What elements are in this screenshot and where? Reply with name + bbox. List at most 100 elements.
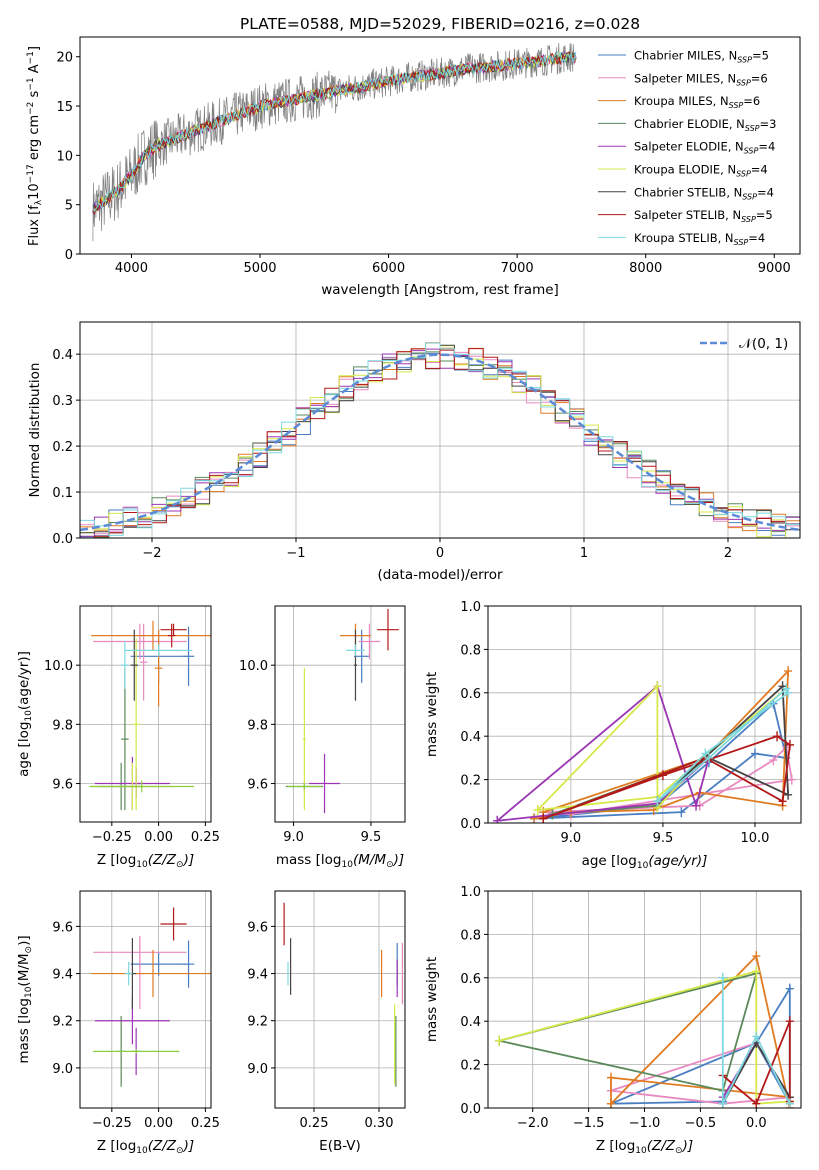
- xtick-label: 0.00: [144, 1116, 173, 1131]
- ytick-label: 0.4: [460, 730, 481, 745]
- ytick-label: 0.6: [460, 972, 481, 987]
- ytick-label: 0.2: [460, 1059, 481, 1074]
- ytick-label: 9.2: [247, 1015, 268, 1030]
- spectrum-lines: [92, 43, 577, 242]
- ytick-label: 0.4: [460, 1015, 481, 1030]
- xtick-label: 0.0: [746, 1116, 767, 1131]
- ytick-label: 9.8: [52, 718, 73, 733]
- spectrum-xtick-label: 5000: [243, 261, 276, 276]
- axis-xlabel: Z [log10(Z/Z⊙)]: [97, 852, 194, 870]
- plot-area: [495, 951, 794, 1108]
- residual-legend: 𝒩(0, 1): [700, 336, 788, 352]
- spectrum-ytick-label: 5: [65, 199, 73, 214]
- weight-marker: [752, 966, 761, 977]
- plot-area: [91, 907, 211, 1087]
- parameter-panels: −0.25 0.00 0.25 9.6 9.8 10.0 Z [log10(Z/Z⊙)] ag…: [16, 600, 802, 1156]
- ytick-label: 9.4: [247, 968, 268, 983]
- residual-panel: −2 −1 0 1 2 0.0 0.1 0.2 0.3 0.4 (data-model)/err…: [27, 321, 801, 583]
- weight-marker: [773, 731, 782, 742]
- panel-frame: [274, 890, 406, 1109]
- residual-ytick-label: 0.2: [52, 440, 73, 455]
- residual-histograms: [80, 342, 800, 538]
- spectrum-data-line: [92, 43, 577, 242]
- ytick-label: 0.8: [460, 643, 481, 658]
- panel-frame: [274, 605, 406, 823]
- ytick-label: 9.8: [247, 718, 268, 733]
- weight-marker: [692, 800, 701, 811]
- spectrum-panel: PLATE=0588, MJD=52029, FIBERID=0216, z=0…: [26, 15, 801, 298]
- xtick-label: 9.5: [361, 830, 382, 845]
- xtick-label: −0.25: [92, 1116, 132, 1131]
- plot-area: [493, 666, 796, 823]
- weight-marker: [784, 687, 793, 698]
- ytick-label: 10.0: [239, 659, 268, 674]
- weight-marker: [718, 972, 727, 983]
- weight-marker: [784, 789, 793, 800]
- spectrum-xtick-label: 9000: [758, 261, 791, 276]
- weight-vs-age-panel: 9.0 9.5 10.0 0.0 0.2 0.4 0.6 0.8 1.0 age [log10(a…: [424, 600, 802, 871]
- spectrum-model-line: [92, 51, 577, 213]
- mass-vs-extinction-panel: 0.25 0.30 9.0 9.2 9.4 9.6 E(B-V): [247, 890, 406, 1154]
- ytick-label: 9.6: [247, 778, 268, 793]
- axis-xlabel: mass [log10(M/M⊙)]: [276, 852, 404, 870]
- xtick-label: −1.5: [573, 1116, 605, 1131]
- weight-marker: [785, 739, 794, 750]
- ytick-label: 0.0: [460, 817, 481, 832]
- panel-frame: [487, 605, 802, 824]
- xtick-label: −1.0: [629, 1116, 661, 1131]
- spectrum-ytick-label: 15: [56, 100, 73, 115]
- ytick-label: 0.6: [460, 687, 481, 702]
- weight-marker: [539, 813, 548, 823]
- weight-marker: [752, 1098, 761, 1108]
- residual-xlabel: (data-model)/error: [377, 567, 503, 583]
- ytick-label: 9.0: [52, 1062, 73, 1077]
- ytick-label: 1.0: [460, 885, 481, 900]
- weight-marker: [701, 748, 710, 759]
- ytick-label: 9.0: [247, 1062, 268, 1077]
- weight-line: [537, 684, 787, 811]
- weight-line: [533, 701, 788, 820]
- xtick-label: −0.5: [685, 1116, 717, 1131]
- plot-area: [283, 902, 403, 1087]
- spectrum-ytick-label: 10: [56, 149, 73, 164]
- spectrum-legend: Chabrier MILES, NSSP=5 Salpeter MILES, NS…: [598, 49, 776, 247]
- weight-marker: [769, 755, 778, 766]
- legend-entry: Salpeter ELODIE, NSSP=4: [634, 140, 775, 156]
- weight-marker: [782, 683, 791, 694]
- ytick-label: 9.6: [52, 920, 73, 935]
- panel-frame: [79, 605, 212, 823]
- xtick-label: 0.30: [365, 1116, 394, 1131]
- plot-area: [89, 620, 211, 811]
- xtick-label: −2.0: [517, 1116, 549, 1131]
- weight-marker: [606, 1072, 615, 1083]
- residual-legend-label: 𝒩(0, 1): [739, 336, 788, 352]
- axis-ylabel: mass weight: [424, 957, 440, 1042]
- legend-entry: Salpeter STELIB, NSSP=5: [634, 208, 773, 224]
- ytick-label: 9.2: [52, 1015, 73, 1030]
- gaussian-curve: [80, 353, 800, 532]
- spectrum-xtick-label: 8000: [629, 261, 662, 276]
- spectrum-xlabel: wavelength [Angstrom, rest frame]: [321, 282, 559, 298]
- xtick-label: 0.25: [191, 830, 220, 845]
- legend-entry: Chabrier STELIB, NSSP=4: [634, 185, 774, 201]
- weight-marker: [677, 807, 686, 818]
- weight-marker: [653, 796, 662, 807]
- weight-marker: [752, 1031, 761, 1042]
- residual-xtick-label: 2: [724, 546, 732, 561]
- residual-ytick-label: 0.1: [52, 486, 73, 501]
- weight-marker: [530, 813, 539, 823]
- spectrum-frame: [79, 36, 801, 255]
- mass-vs-metallicity-panel: −0.25 0.00 0.25 9.0 9.2 9.4 9.6 Z [log10(Z/Z⊙)]…: [16, 890, 220, 1156]
- xtick-label: 9.0: [561, 831, 582, 846]
- weight-marker: [495, 1035, 504, 1046]
- xtick-label: 10.0: [740, 831, 769, 846]
- legend-entry: Kroupa ELODIE, NSSP=4: [634, 163, 768, 179]
- ytick-label: 9.6: [247, 920, 268, 935]
- xtick-label: 9.5: [653, 831, 674, 846]
- weight-marker: [718, 1098, 727, 1108]
- weight-vs-metallicity-panel: −2.0 −1.5 −1.0 −0.5 0.0 0.0 0.2 0.4 0.6 0.8 1.0 Z […: [424, 885, 802, 1156]
- residual-ytick-label: 0.0: [52, 532, 73, 547]
- ytick-label: 9.6: [52, 778, 73, 793]
- weight-marker: [653, 681, 662, 692]
